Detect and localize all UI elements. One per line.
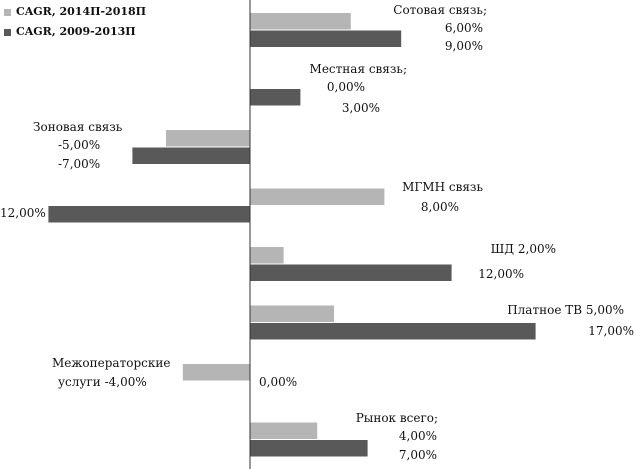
bar-2009-7	[250, 440, 368, 457]
label-interop-2009: 0,00%	[259, 375, 297, 389]
legend-label-2014: CAGR, 2014П-2018П	[16, 5, 147, 18]
bar-2014-3	[250, 188, 385, 205]
legend-label-2009: CAGR, 2009-2013П	[16, 25, 136, 38]
label-interop-2014: услуги -4,00%	[58, 375, 147, 389]
label-paytv-2014: Платное ТВ 5,00%	[507, 303, 624, 317]
label-zonal-2014: -5,00%	[58, 138, 100, 152]
label-paytv-2009: 17,00%	[588, 324, 634, 338]
bar-2014-6	[182, 364, 250, 381]
bar-2009-4	[250, 264, 452, 281]
label-local-2009: 3,00%	[342, 101, 380, 115]
label-intl-2009: 12,00%	[0, 206, 46, 220]
label-zonal-title: Зоновая связь	[33, 120, 123, 134]
label-cell-2009: 9,00%	[445, 39, 483, 53]
labels-layer: Сотовая связь; 6,00% 9,00% Местная связь…	[0, 3, 634, 462]
label-interop-title: Межоператорские	[52, 356, 170, 370]
label-broadband-2009: 12,00%	[478, 267, 524, 281]
label-intl-title: МГМН связь	[402, 180, 483, 194]
bar-2014-2	[166, 130, 250, 147]
legend-swatch-2009	[4, 28, 11, 36]
label-cell-2014: 6,00%	[445, 21, 483, 35]
label-zonal-2009: -7,00%	[58, 157, 100, 171]
bars-layer	[48, 13, 536, 457]
label-local-title: Местная связь;	[310, 62, 407, 76]
bar-2014-7	[250, 422, 318, 439]
label-total-2014: 4,00%	[399, 429, 437, 443]
bar-2009-3	[48, 206, 251, 223]
label-local-2014: 0,00%	[327, 80, 365, 94]
label-intl-2014: 8,00%	[421, 200, 459, 214]
bar-2009-0	[250, 30, 402, 47]
bar-2014-5	[250, 305, 334, 322]
legend: CAGR, 2014П-2018П CAGR, 2009-2013П	[4, 2, 146, 42]
label-broadband-2014: ШД 2,00%	[491, 242, 556, 256]
bar-2014-0	[250, 13, 351, 30]
bar-2009-2	[132, 147, 250, 164]
legend-item-2009: CAGR, 2009-2013П	[4, 22, 146, 42]
label-cell-title: Сотовая связь;	[393, 3, 487, 17]
label-total-2009: 7,00%	[399, 448, 437, 462]
label-total-title: Рынок всего;	[356, 411, 438, 425]
bar-2009-1	[250, 89, 301, 106]
legend-swatch-2014	[4, 8, 11, 16]
bar-2009-5	[250, 323, 536, 340]
bar-2014-4	[250, 247, 284, 264]
legend-item-2014: CAGR, 2014П-2018П	[4, 2, 146, 22]
